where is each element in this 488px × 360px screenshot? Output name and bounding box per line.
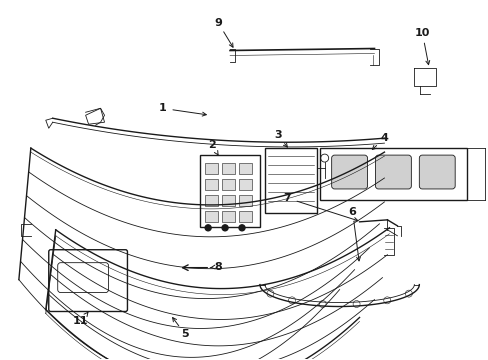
- Circle shape: [239, 225, 244, 231]
- Bar: [319, 148, 466, 200]
- Bar: [239, 211, 251, 222]
- Circle shape: [205, 225, 211, 231]
- Bar: [205, 195, 218, 206]
- Text: 7: 7: [283, 193, 290, 203]
- Text: 6: 6: [348, 207, 356, 217]
- FancyBboxPatch shape: [419, 155, 454, 189]
- Bar: [264, 148, 316, 213]
- Bar: [205, 211, 218, 222]
- Text: 2: 2: [208, 140, 216, 150]
- Polygon shape: [85, 108, 104, 124]
- Text: 11: 11: [73, 316, 88, 327]
- FancyBboxPatch shape: [331, 155, 367, 189]
- Bar: [205, 179, 218, 190]
- Text: 3: 3: [273, 130, 281, 140]
- Bar: [239, 179, 251, 190]
- Text: 9: 9: [214, 18, 222, 28]
- Bar: [239, 163, 251, 174]
- FancyBboxPatch shape: [58, 263, 108, 293]
- FancyBboxPatch shape: [49, 250, 127, 311]
- Text: 8: 8: [214, 262, 222, 272]
- Text: 10: 10: [414, 28, 429, 37]
- Circle shape: [222, 225, 227, 231]
- Bar: [222, 179, 235, 190]
- Text: 1: 1: [158, 103, 166, 113]
- Text: 5: 5: [181, 329, 189, 339]
- Bar: [205, 163, 218, 174]
- Bar: [200, 155, 260, 227]
- Bar: [222, 163, 235, 174]
- Bar: [239, 195, 251, 206]
- Text: 4: 4: [380, 133, 387, 143]
- Bar: [222, 195, 235, 206]
- FancyBboxPatch shape: [375, 155, 410, 189]
- Bar: [222, 211, 235, 222]
